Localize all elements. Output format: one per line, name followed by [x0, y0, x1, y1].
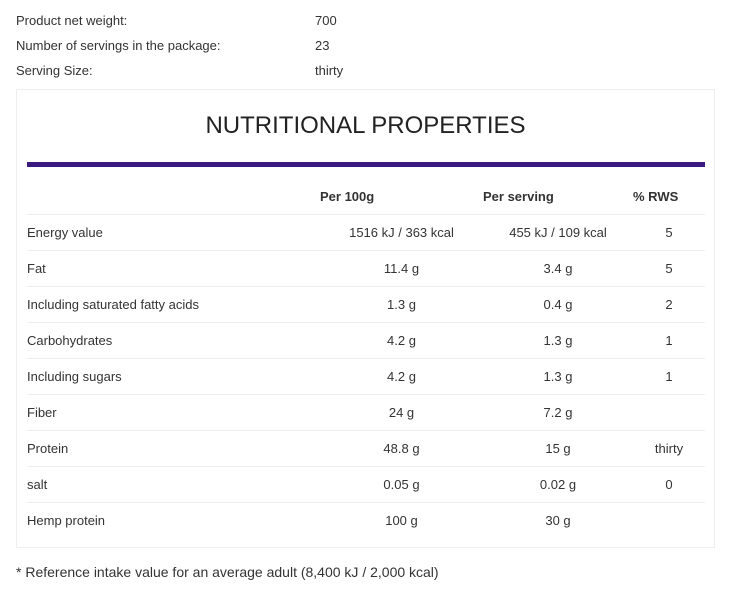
per-serving-value: 30 g: [545, 513, 571, 528]
per-serving-value: 0.4 g: [483, 286, 633, 323]
rws-value: 5: [633, 250, 705, 287]
rws-value: [633, 394, 705, 431]
per-100g-value: 11.4 g: [320, 250, 483, 287]
table-row: Energy value 1516 kJ / 363 kcal 455 kJ / 1…: [27, 214, 705, 251]
table-header-row: Per 100g Per serving % RWS: [27, 179, 705, 215]
nutrition-table: Per 100g Per serving % RWS Energy value 1…: [27, 179, 705, 538]
info-label: Serving Size:: [16, 63, 93, 78]
footnote: * Reference intake value for an average …: [16, 564, 439, 580]
per-100g-value: 0.05 g: [320, 466, 483, 503]
per-serving-value: 1.3 g: [483, 358, 633, 395]
nutrition-panel: NUTRITIONAL PROPERTIES Per 100g Per serv…: [16, 89, 715, 548]
info-value: thirty: [315, 63, 344, 78]
per-serving-value: 15 g: [483, 430, 633, 467]
table-row: Hemp protein 100 g 30 g: [27, 503, 705, 539]
accent-divider: [27, 162, 705, 167]
per-100g-value: 1.3 g: [320, 286, 483, 323]
rws-value: thirty: [633, 430, 705, 467]
nutrient-name: Including saturated fatty acids: [27, 286, 320, 323]
per-serving-value: 0.02 g: [483, 466, 633, 503]
per-100g-value: 4.2 g: [320, 322, 483, 359]
per-100g-value: 4.2 g: [320, 358, 483, 395]
table-row: Including saturated fatty acids 1.3 g 0.4 …: [27, 286, 705, 323]
header-per-100g: Per 100g: [320, 179, 483, 215]
rws-value: 1: [633, 358, 705, 395]
per-serving-value: 7.2 g: [483, 394, 633, 431]
header-nutrient: [27, 179, 320, 215]
rws-value: 0: [633, 466, 705, 503]
per-serving-value: 3.4 g: [483, 250, 633, 287]
info-label: Product net weight:: [16, 13, 128, 28]
nutrient-name: salt: [27, 466, 320, 503]
rws-value: [633, 503, 705, 539]
header-per-serving: Per serving: [483, 179, 633, 215]
nutrient-name: Hemp protein: [27, 513, 106, 528]
info-value: 700: [315, 13, 337, 28]
nutrient-name: Fiber: [27, 394, 320, 431]
header-rws: % RWS: [633, 179, 705, 215]
table-row: Protein 48.8 g 15 g thirty: [27, 430, 705, 467]
nutrient-name: Including sugars: [27, 358, 320, 395]
per-100g-value: 1516 kJ / 363 kcal: [320, 214, 483, 251]
nutrient-name: Carbohydrates: [27, 322, 320, 359]
per-100g-value: 48.8 g: [320, 430, 483, 467]
panel-title: NUTRITIONAL PROPERTIES: [205, 112, 526, 139]
rws-value: 2: [633, 286, 705, 323]
nutrient-name: Protein: [27, 430, 320, 467]
nutrient-name: Energy value: [27, 214, 320, 251]
per-serving-value: 455 kJ / 109 kcal: [483, 214, 633, 251]
per-serving-value: 1.3 g: [483, 322, 633, 359]
nutrient-name: Fat: [27, 250, 320, 287]
info-value: 23: [315, 38, 330, 53]
table-row: Fiber 24 g 7.2 g: [27, 394, 705, 431]
info-label: Number of servings in the package:: [16, 38, 221, 53]
rws-value: 1: [633, 322, 705, 359]
rws-value: 5: [633, 214, 705, 251]
per-100g-value: 100 g: [385, 513, 418, 528]
per-100g-value: 24 g: [320, 394, 483, 431]
